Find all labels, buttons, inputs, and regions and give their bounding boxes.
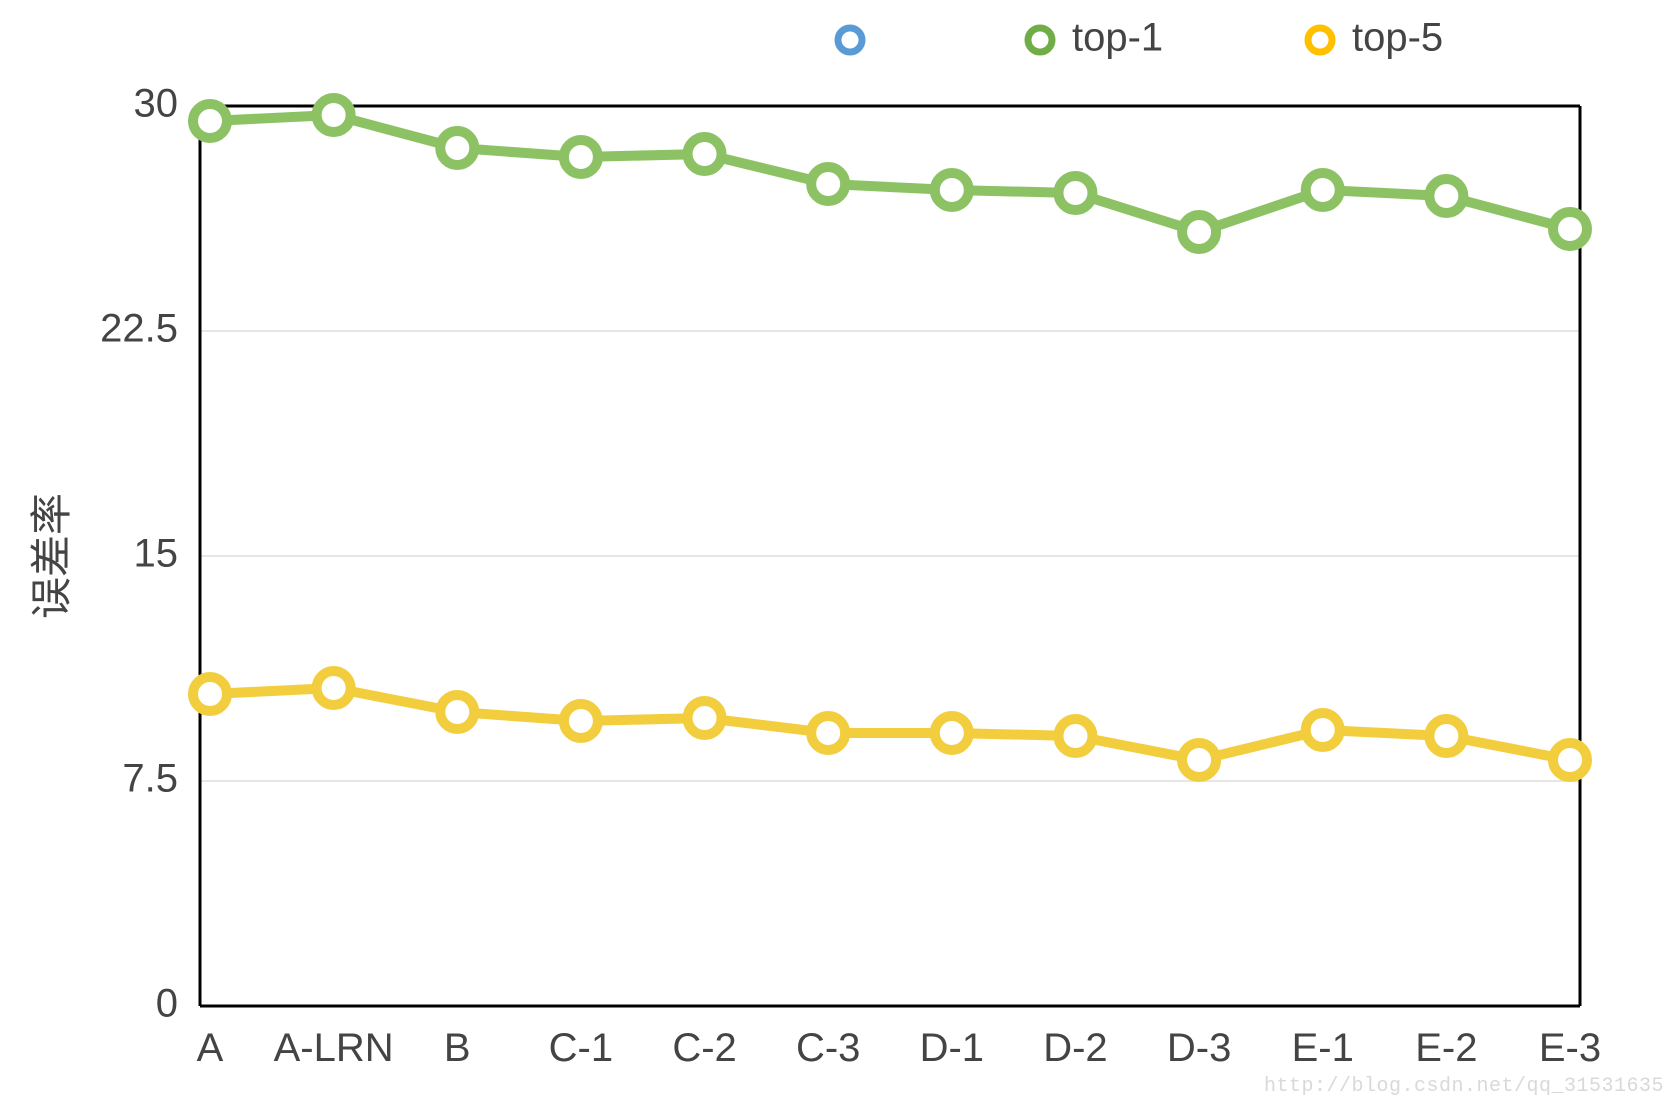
x-tick-label: D-1 [920, 1026, 984, 1070]
line-chart: 0 7.5 15 22.5 30 误差率 A A-LRN B C-1 C-2 C-3 D-1 D-2 D-3… [0, 0, 1672, 1100]
x-tick-label: B [444, 1026, 471, 1070]
series-marker-top-1 [564, 140, 598, 174]
x-tick-label: D-2 [1043, 1026, 1107, 1070]
series-marker-top-1 [811, 167, 845, 201]
series-marker-top-5 [1182, 743, 1216, 777]
x-tick-label: A-LRN [274, 1026, 394, 1070]
legend-marker [838, 28, 862, 52]
series-marker-top-5 [1553, 743, 1587, 777]
series-marker-top-5 [440, 695, 474, 729]
x-tick-label: C-3 [796, 1026, 860, 1070]
series-marker-top-1 [935, 173, 969, 207]
series-marker-top-1 [193, 104, 227, 138]
x-tick-label: C-1 [549, 1026, 613, 1070]
series-marker-top-1 [440, 131, 474, 165]
legend-marker [1028, 28, 1052, 52]
series-marker-top-5 [193, 677, 227, 711]
series-marker-top-5 [317, 671, 351, 705]
series-marker-top-5 [1306, 713, 1340, 747]
series-marker-top-1 [1306, 173, 1340, 207]
x-tick-label: E-2 [1415, 1026, 1477, 1070]
series-marker-top-1 [1429, 179, 1463, 213]
x-tick-label: C-2 [672, 1026, 736, 1070]
watermark-text: http://blog.csdn.net/qq_31531635 [1264, 1075, 1664, 1098]
series-marker-top-5 [564, 704, 598, 738]
series-marker-top-5 [1429, 719, 1463, 753]
series-marker-top-1 [1182, 215, 1216, 249]
y-tick-label: 30 [134, 82, 179, 126]
series-marker-top-5 [935, 716, 969, 750]
series-marker-top-5 [1058, 719, 1092, 753]
x-tick-label: E-3 [1539, 1026, 1601, 1070]
series-marker-top-5 [811, 716, 845, 750]
x-tick-label: D-3 [1167, 1026, 1231, 1070]
y-tick-label: 22.5 [100, 307, 178, 351]
series-marker-top-1 [688, 137, 722, 171]
series-marker-top-5 [688, 701, 722, 735]
y-tick-label: 0 [156, 982, 178, 1026]
y-tick-label: 7.5 [122, 757, 178, 801]
series-marker-top-1 [317, 98, 351, 132]
chart-container: 0 7.5 15 22.5 30 误差率 A A-LRN B C-1 C-2 C-3 D-1 D-2 D-3… [0, 0, 1672, 1100]
legend-marker [1308, 28, 1332, 52]
legend-label: top-1 [1072, 16, 1163, 60]
series-marker-top-1 [1553, 212, 1587, 246]
legend-label: top-5 [1352, 16, 1443, 60]
series-marker-top-1 [1058, 176, 1092, 210]
x-tick-label: E-1 [1292, 1026, 1354, 1070]
y-tick-label: 15 [134, 532, 179, 576]
y-axis-label: 误差率 [28, 493, 75, 619]
x-tick-label: A [197, 1026, 224, 1070]
